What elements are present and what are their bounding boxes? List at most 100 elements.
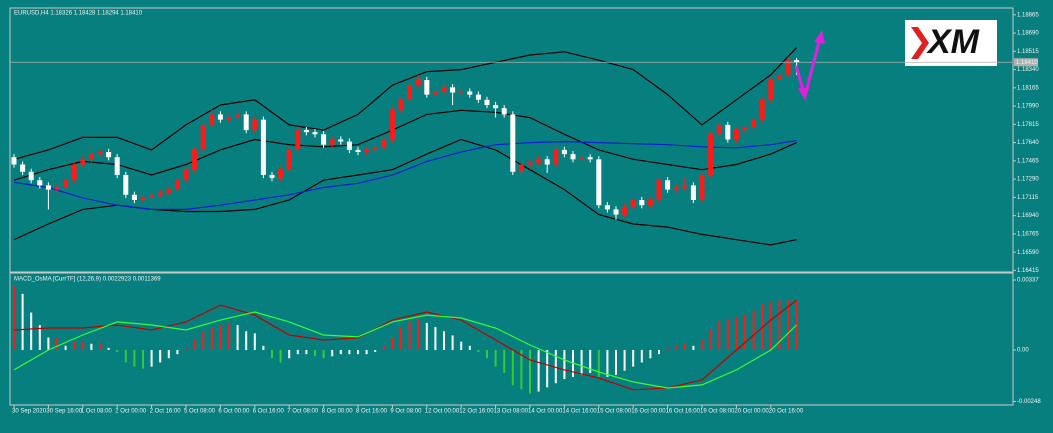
y-tick-label: 1.18690 xyxy=(1017,31,1039,37)
candle-body xyxy=(467,91,473,95)
candle-body xyxy=(209,114,215,125)
x-tick-label: 1 Oct 08:00 xyxy=(81,409,113,415)
histogram-bar xyxy=(709,329,712,350)
candle-body xyxy=(407,85,413,100)
candle-body xyxy=(484,99,490,106)
histogram-bar xyxy=(563,349,566,380)
histogram-bar xyxy=(460,341,463,350)
histogram-bar xyxy=(142,349,144,369)
candle-body xyxy=(286,149,292,170)
macd-panel-frame xyxy=(9,272,1014,406)
histogram-bar xyxy=(683,343,686,350)
candle-body xyxy=(235,114,241,118)
histogram-bar xyxy=(228,322,230,350)
histogram-bar xyxy=(202,331,205,350)
x-tick-label: 20 Oct 00:00 xyxy=(734,409,769,415)
candle-body xyxy=(733,130,739,140)
histogram-bar xyxy=(744,314,746,350)
x-tick-label: 30 Sep 2020 xyxy=(12,409,47,415)
y-tick-label: 1.17815 xyxy=(1017,122,1039,128)
histogram-bar xyxy=(580,349,583,375)
candle-body xyxy=(768,80,774,100)
histogram-bar xyxy=(374,349,377,353)
candle-body xyxy=(329,139,335,145)
candle-body xyxy=(321,134,327,145)
histogram-bar xyxy=(348,349,351,355)
candle-body xyxy=(794,60,800,63)
y-tick-label: -0.00248 xyxy=(1017,399,1041,405)
candle-body xyxy=(441,87,447,92)
histogram-bar xyxy=(13,285,15,350)
candle-body xyxy=(28,171,34,181)
candle-body xyxy=(510,114,516,172)
candle-body xyxy=(243,114,249,131)
x-tick-label: 19 Oct 08:00 xyxy=(700,409,735,415)
histogram-bar xyxy=(511,349,514,386)
candle-body xyxy=(269,174,275,179)
candle-body xyxy=(415,80,421,86)
candle-body xyxy=(570,154,576,160)
histogram-bar xyxy=(322,349,325,359)
x-tick-label: 8 Oct 00:00 xyxy=(322,409,354,415)
histogram-bar xyxy=(520,349,523,390)
indicator-title: MACD_OsMA [CurrTF] (12,26,9) 0.0022923 0… xyxy=(14,277,161,283)
y-tick-label: 0.00337 xyxy=(1017,278,1039,284)
histogram-bar xyxy=(666,347,669,350)
histogram-bar xyxy=(443,331,445,350)
histogram-bar xyxy=(271,349,273,359)
histogram-bar xyxy=(21,293,24,350)
histogram-bar xyxy=(632,349,635,367)
histogram-bar xyxy=(434,327,437,350)
candle-body xyxy=(192,149,198,170)
histogram-bar xyxy=(81,341,84,350)
histogram-bar xyxy=(150,349,153,367)
y-tick-label: 1.17465 xyxy=(1017,158,1039,164)
candle-body xyxy=(355,149,361,152)
histogram-bar xyxy=(494,349,497,367)
histogram-bar xyxy=(245,331,248,350)
candle-body xyxy=(166,189,172,193)
chart-title: EURUSD,H4 1.18326 1.18428 1.18294 1.1841… xyxy=(14,11,143,17)
x-tick-label: 14 Oct 16:00 xyxy=(562,409,597,415)
candle-body xyxy=(149,194,155,198)
candle-body xyxy=(742,128,748,131)
x-tick-label: 13 Oct 08:00 xyxy=(494,409,529,415)
candle-body xyxy=(88,154,94,160)
candle-body xyxy=(226,117,232,120)
histogram-bar xyxy=(357,349,359,355)
histogram-bar xyxy=(726,318,729,350)
histogram-bar xyxy=(400,327,402,350)
candle-body xyxy=(639,200,645,206)
histogram-bar xyxy=(288,349,291,359)
candle-body xyxy=(346,141,352,150)
histogram-bar xyxy=(210,327,213,350)
histogram-bar xyxy=(701,339,703,350)
indicator-line xyxy=(13,109,797,181)
candle-body xyxy=(458,91,464,93)
candle-body xyxy=(278,169,284,179)
histogram-bar xyxy=(503,349,506,373)
candle-body xyxy=(536,159,542,163)
x-tick-label: 16 Oct 16:00 xyxy=(666,409,701,415)
histogram-bar xyxy=(477,349,480,353)
histogram-bar xyxy=(279,349,282,363)
candle-body xyxy=(37,180,43,186)
histogram-bar xyxy=(529,349,531,394)
candle-body xyxy=(303,130,309,133)
histogram-bar xyxy=(47,337,50,350)
candle-body xyxy=(647,200,653,206)
logo-chevron xyxy=(911,27,929,59)
x-tick-label: 15 Oct 08:00 xyxy=(597,409,632,415)
candle-body xyxy=(579,157,585,160)
histogram-bar xyxy=(314,349,316,357)
y-tick-label: 1.16765 xyxy=(1017,231,1039,237)
histogram-bar xyxy=(219,325,222,350)
candle-body xyxy=(80,159,86,165)
candle-body xyxy=(751,119,757,128)
candle-body xyxy=(656,180,662,200)
indicator-line xyxy=(13,311,798,389)
candle-body xyxy=(613,209,619,215)
histogram-bar xyxy=(589,349,592,373)
candle-body xyxy=(217,114,223,120)
histogram-bar xyxy=(640,349,643,363)
